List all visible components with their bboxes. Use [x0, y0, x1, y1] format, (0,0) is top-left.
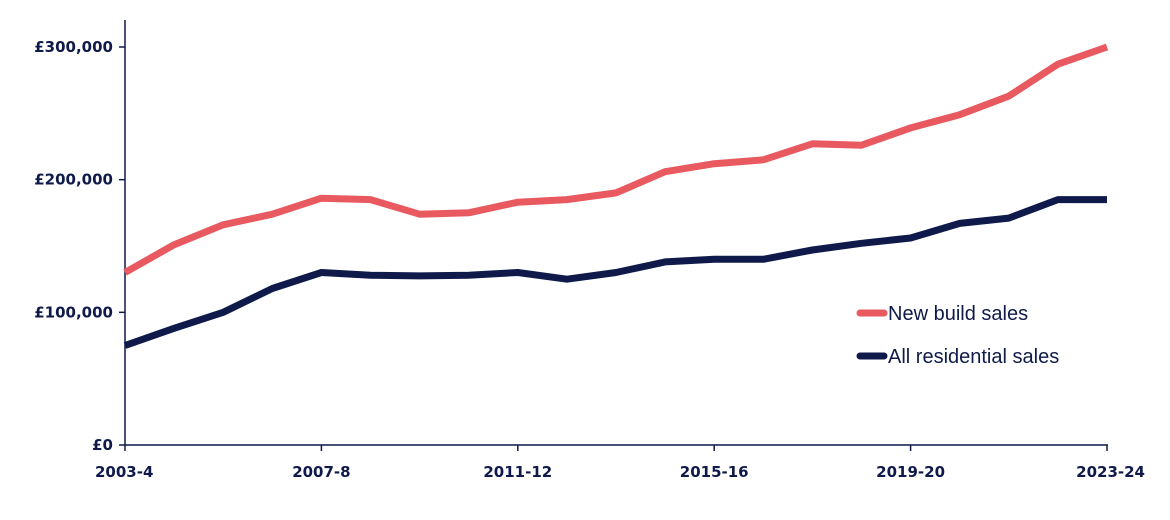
x-tick-label: 2007-8 — [292, 463, 350, 481]
y-tick-label: £200,000 — [34, 171, 113, 189]
x-tick-label: 2003-4 — [95, 463, 153, 481]
y-tick-label: £100,000 — [34, 303, 113, 321]
x-axis: 2003-4 2007-8 2011-12 2015-16 2019-20 2023-24 — [95, 444, 1145, 481]
x-tick-label: 2011-12 — [483, 463, 552, 481]
x-tick-label: 2023-24 — [1076, 463, 1145, 481]
series-line-new-build-sales — [123, 43, 1109, 276]
legend: New build sales All residential sales — [856, 303, 1059, 368]
x-tick-label: 2019-20 — [876, 463, 945, 481]
y-tick-label: £0 — [92, 436, 113, 454]
y-axis: £0 £100,000 £200,000 £300,000 — [34, 20, 126, 454]
series-line-all-residential-sales — [123, 196, 1107, 349]
legend-label: New build sales — [888, 303, 1028, 325]
series-layer — [123, 43, 1109, 349]
x-tick-label: 2015-16 — [680, 463, 749, 481]
legend-label: All residential sales — [888, 346, 1059, 368]
y-tick-label: £300,000 — [34, 38, 113, 56]
